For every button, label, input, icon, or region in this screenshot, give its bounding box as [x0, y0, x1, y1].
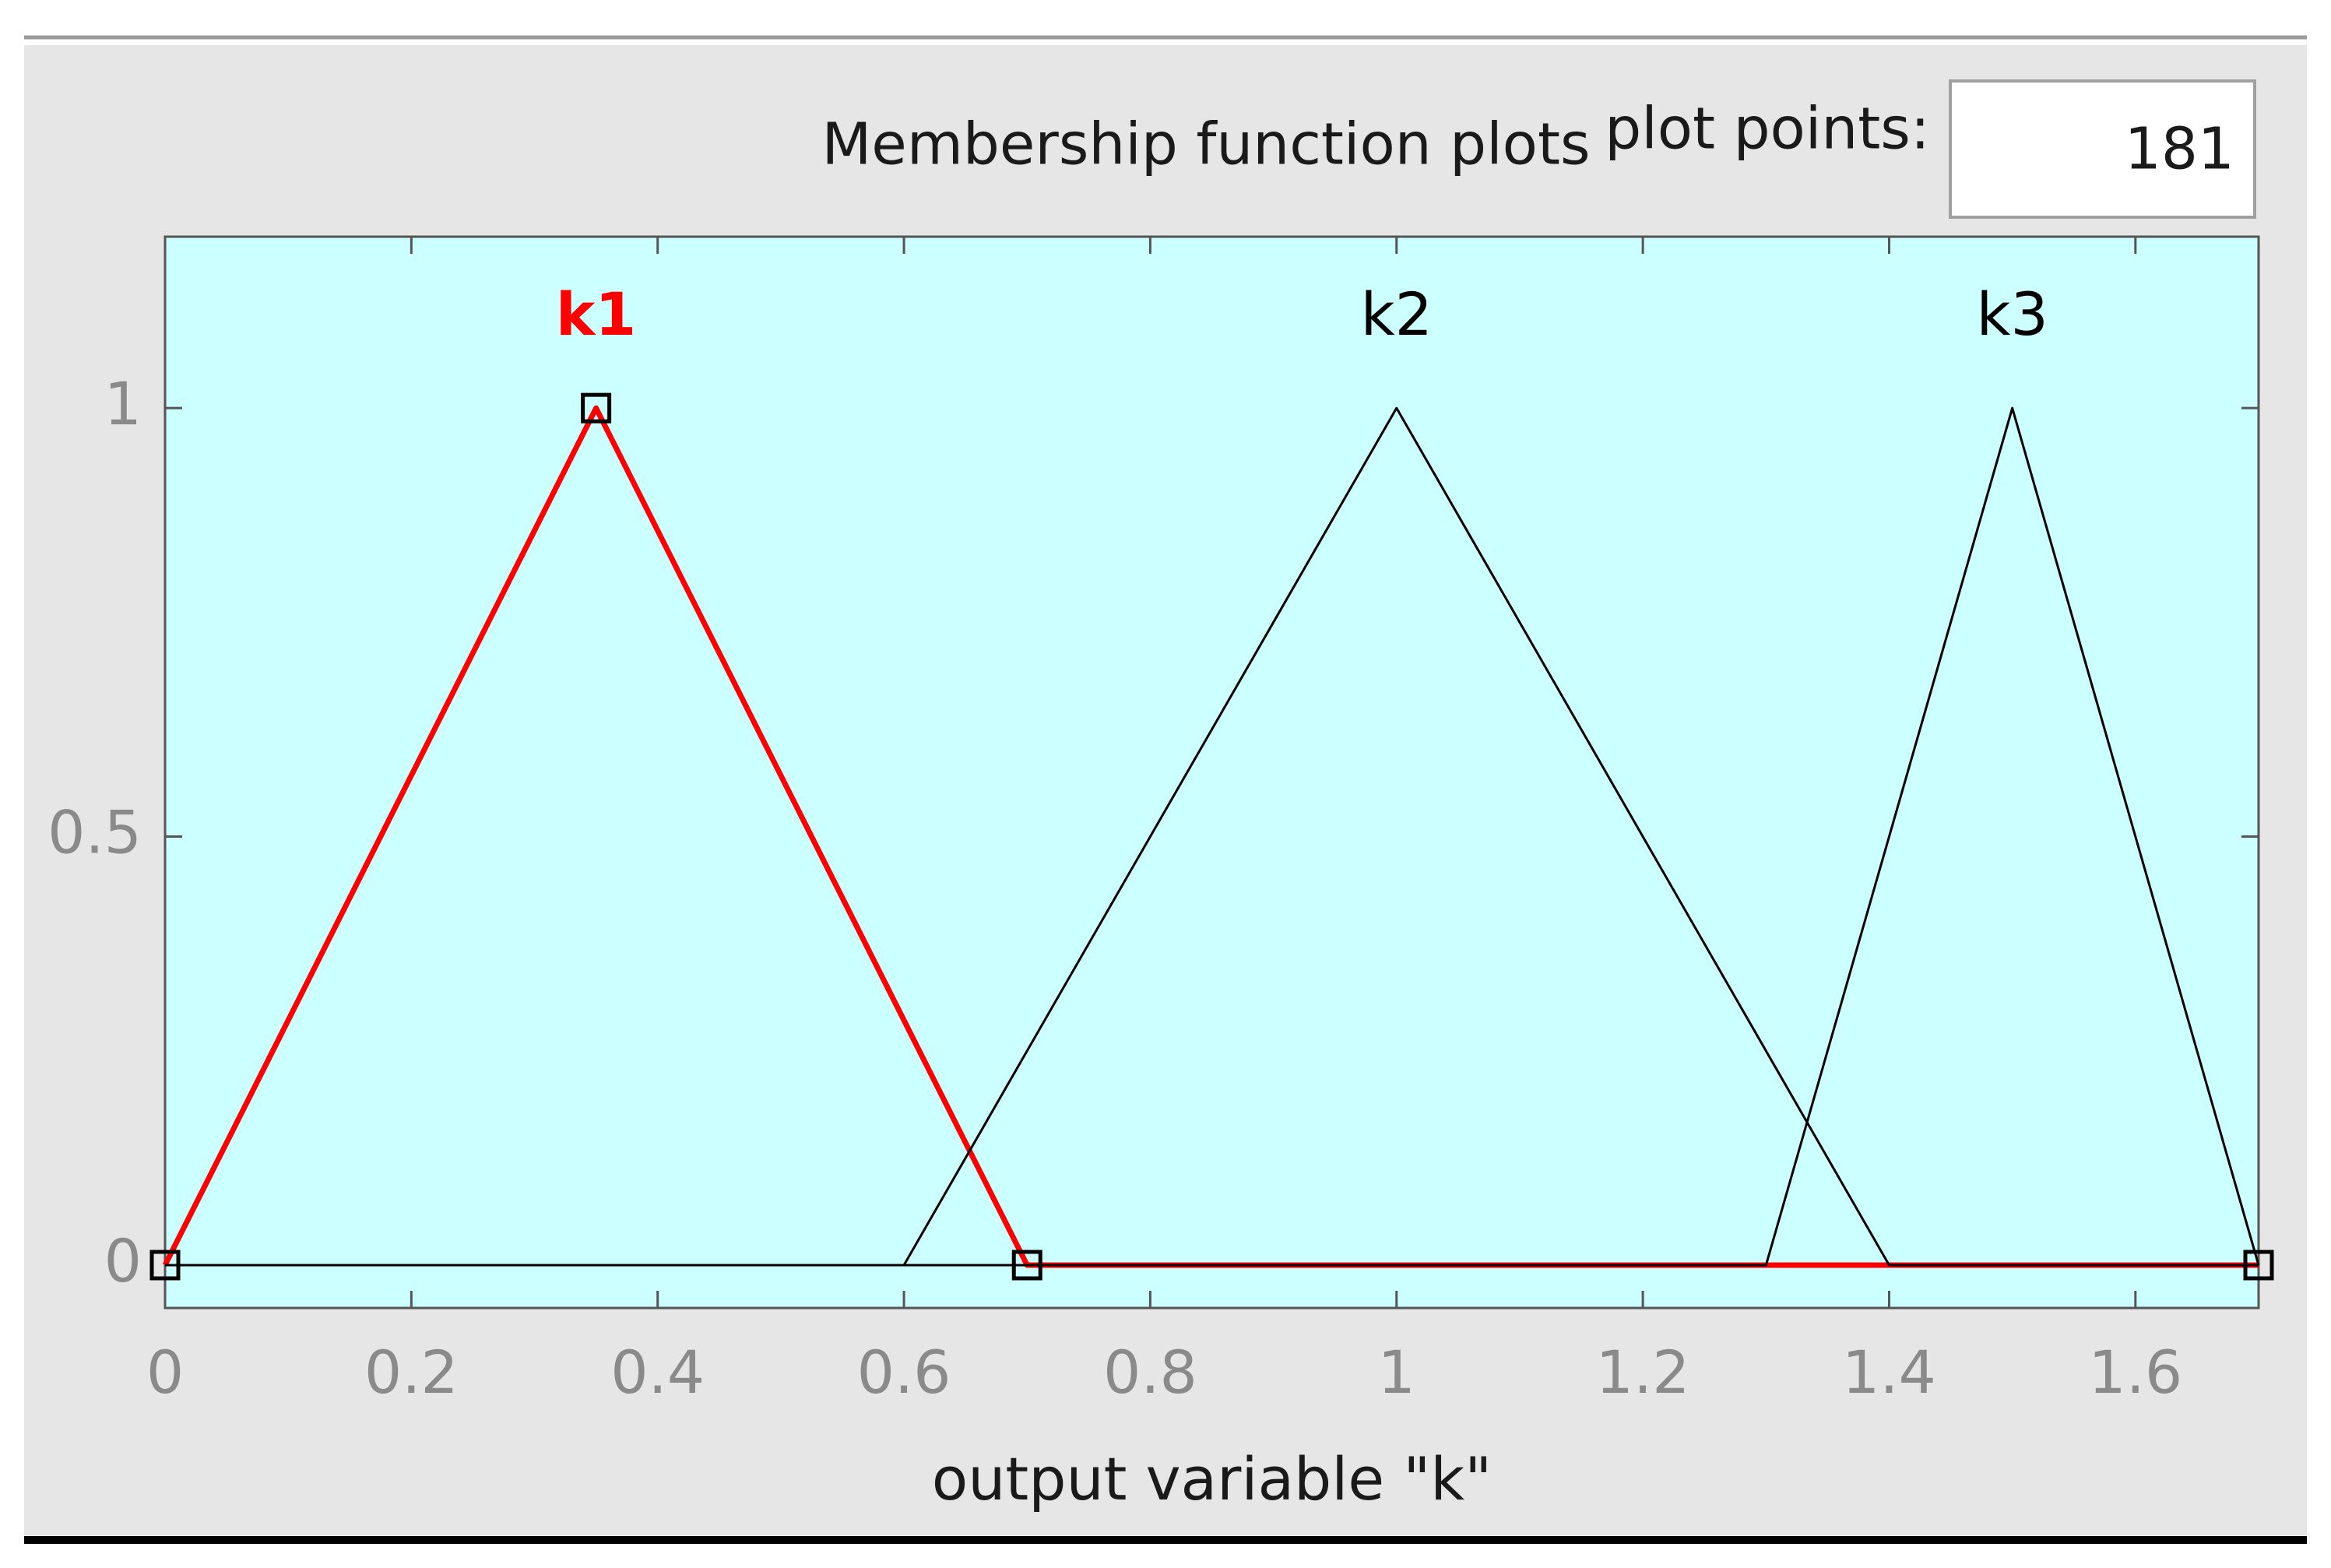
- x-tick-label: 0.8: [1103, 1338, 1197, 1407]
- series-label: k1: [556, 279, 636, 349]
- vertex-marker: [581, 392, 612, 424]
- x-tick-label: 1: [1378, 1338, 1415, 1407]
- x-tick-label: 0.6: [857, 1338, 951, 1407]
- plot-background: [163, 235, 2260, 1310]
- y-tick-label: 1: [104, 369, 142, 438]
- plot-points-input[interactable]: [1949, 79, 2256, 219]
- series-label: k2: [1361, 279, 1433, 349]
- x-tick-label: 1.2: [1596, 1338, 1690, 1407]
- membership-line: [165, 406, 2260, 1267]
- x-tick-label: 1.4: [1842, 1338, 1936, 1407]
- x-tick-label: 0.4: [610, 1338, 705, 1407]
- y-tick-label: 0: [104, 1226, 142, 1296]
- x-tick-label: 0.2: [364, 1338, 459, 1407]
- plot-area: 0 0.2 0.4 0.6 0.8 1 1.2 1.4 1.6 0 0.5 1 output varia…: [47, 235, 2274, 1514]
- series-label: k3: [1976, 279, 2048, 349]
- x-tick-label: 1.6: [2088, 1338, 2182, 1407]
- x-axis-label: output variable "k": [932, 1444, 1492, 1514]
- plot-points-label: plot points:: [1605, 96, 1930, 163]
- y-tick-label: 0.5: [47, 798, 142, 867]
- plot-points-value[interactable]: 181: [2125, 116, 2234, 183]
- x-tick-label: 0: [146, 1338, 184, 1407]
- panel-title: Membership function plots: [821, 111, 1590, 178]
